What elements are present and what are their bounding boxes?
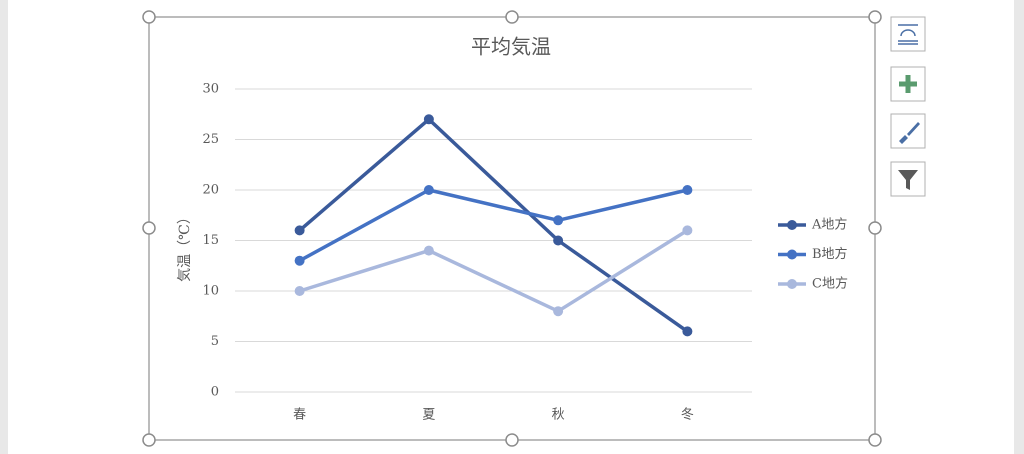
handle[interactable] bbox=[868, 433, 882, 447]
legend-marker bbox=[787, 220, 797, 230]
x-tick-label: 冬 bbox=[681, 407, 694, 423]
legend-label: A地方 bbox=[811, 217, 847, 233]
x-tick-label: 春 bbox=[293, 408, 306, 423]
handle[interactable] bbox=[868, 10, 882, 24]
style-button[interactable] bbox=[890, 113, 926, 149]
data-point bbox=[682, 225, 693, 236]
y-tick-label: 20 bbox=[202, 183, 219, 198]
y-tick-label: 30 bbox=[202, 82, 219, 97]
data-point bbox=[423, 114, 434, 125]
data-point bbox=[553, 235, 564, 246]
handle[interactable] bbox=[142, 221, 156, 235]
layout-button[interactable] bbox=[890, 16, 926, 52]
add-element-button[interactable] bbox=[890, 66, 926, 102]
data-point bbox=[423, 245, 434, 256]
data-point bbox=[294, 255, 305, 266]
data-point bbox=[682, 185, 693, 195]
series-line bbox=[298, 188, 688, 263]
y-tick-label: 5 bbox=[211, 334, 219, 349]
y-tick-label: 15 bbox=[202, 233, 219, 248]
legend-label: B地方 bbox=[812, 246, 848, 262]
y-axis-title: 気温（℃） bbox=[177, 210, 193, 282]
legend-marker bbox=[787, 279, 797, 289]
handle[interactable] bbox=[505, 433, 519, 447]
brush-icon bbox=[899, 122, 920, 144]
data-point bbox=[553, 215, 564, 226]
y-tick-label: 10 bbox=[202, 284, 219, 299]
data-point bbox=[682, 326, 693, 337]
filter-icon bbox=[898, 170, 918, 190]
chart-frame[interactable] bbox=[148, 16, 876, 441]
series-line bbox=[299, 228, 689, 313]
data-point bbox=[553, 306, 564, 317]
data-point bbox=[423, 185, 434, 195]
x-tick-label: 夏 bbox=[422, 408, 435, 423]
chart-buttons bbox=[890, 16, 926, 197]
handle[interactable] bbox=[142, 10, 156, 24]
plot-area: 0 5 10 15 20 25 30 春 夏 秋 冬 A地方 B地方 C地方 bbox=[202, 82, 848, 423]
x-tick-label: 秋 bbox=[552, 408, 565, 423]
legend-label: C地方 bbox=[812, 276, 848, 292]
handle[interactable] bbox=[505, 10, 519, 24]
plus-icon bbox=[899, 75, 917, 93]
resize-handles bbox=[142, 10, 882, 447]
chart-title: 平均気温 bbox=[471, 35, 551, 59]
layout-icon bbox=[898, 24, 918, 45]
handle[interactable] bbox=[868, 221, 882, 235]
series-line bbox=[298, 117, 689, 333]
data-point bbox=[294, 225, 305, 236]
y-tick-label: 0 bbox=[211, 385, 219, 400]
y-tick-label: 25 bbox=[202, 132, 219, 147]
legend-marker bbox=[787, 249, 797, 260]
handle[interactable] bbox=[142, 433, 156, 447]
data-point bbox=[294, 286, 305, 296]
